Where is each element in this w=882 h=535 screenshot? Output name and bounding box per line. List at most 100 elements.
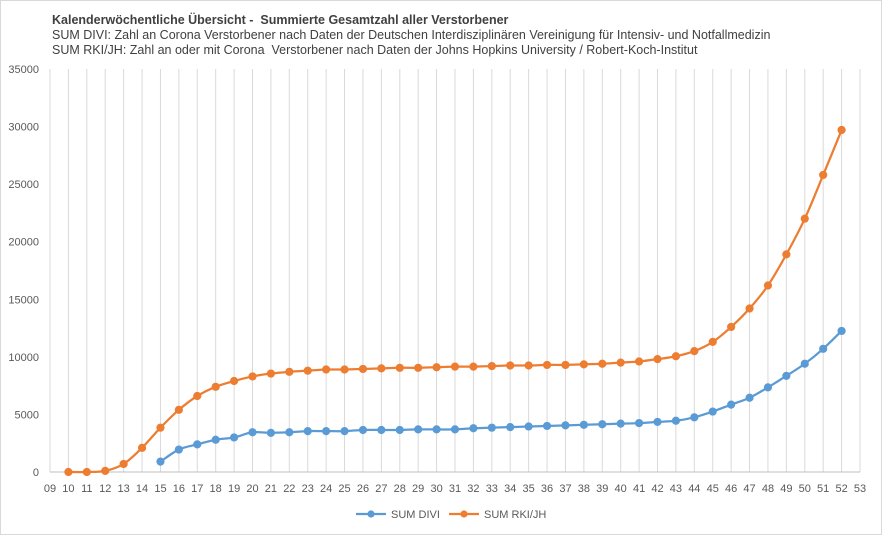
data-point (156, 457, 165, 466)
x-tick-label: 20 (246, 483, 258, 495)
x-tick-label: 37 (559, 483, 571, 495)
data-point (506, 361, 515, 370)
x-tick-label: 24 (320, 483, 332, 495)
chart-subtitle-divi: SUM DIVI: Zahl an Corona Verstorbener na… (52, 28, 771, 42)
data-point (395, 363, 404, 372)
data-point (506, 422, 515, 432)
chart-title: Kalenderwöchentliche Übersicht - Summier… (52, 13, 509, 27)
data-point (248, 428, 257, 437)
data-point (469, 362, 478, 371)
data-point (598, 420, 607, 429)
data-point (561, 421, 570, 430)
x-tick-label: 25 (338, 483, 350, 495)
data-point (837, 326, 846, 336)
x-tick-label: 41 (633, 483, 645, 495)
x-tick-label: 09 (44, 483, 56, 495)
data-point (819, 344, 828, 353)
x-tick-label: 32 (467, 483, 479, 495)
data-point (708, 337, 717, 346)
x-tick-label: 34 (504, 483, 516, 495)
x-tick-label: 47 (743, 483, 755, 495)
x-tick-label: 44 (688, 483, 700, 495)
x-tick-label: 46 (725, 483, 737, 495)
series-line-sum-divi (159, 330, 843, 463)
data-point (377, 364, 386, 373)
data-point (800, 214, 809, 223)
data-point (671, 352, 681, 361)
x-tick-label: 38 (578, 483, 590, 495)
data-point (634, 357, 644, 366)
data-point (174, 445, 183, 454)
data-point (469, 424, 478, 433)
x-tick-label: 40 (615, 483, 627, 495)
x-tick-label: 10 (62, 483, 74, 495)
data-point (524, 361, 533, 370)
x-tick-label: 42 (651, 483, 663, 495)
data-point (579, 360, 588, 369)
x-tick-label: 28 (394, 483, 406, 495)
data-point (671, 416, 681, 425)
data-point (340, 365, 349, 374)
data-point (432, 425, 441, 434)
chart-title-block: Kalenderwöchentliche Übersicht - Summier… (52, 13, 770, 58)
data-point (303, 427, 312, 436)
x-tick-label: 15 (154, 483, 166, 495)
x-tick-label: 39 (596, 483, 608, 495)
data-point (616, 419, 625, 428)
data-point (819, 170, 828, 180)
data-point (358, 364, 368, 374)
x-tick-label: 30 (430, 483, 442, 495)
data-point (358, 425, 368, 435)
data-point (524, 422, 533, 431)
data-point (414, 425, 423, 434)
x-tick-label: 22 (283, 483, 295, 495)
data-point (229, 376, 239, 386)
data-point (211, 435, 220, 444)
x-tick-label: 52 (835, 483, 847, 495)
x-tick-label: 14 (136, 483, 148, 495)
data-point (82, 467, 91, 477)
data-point (763, 281, 773, 290)
x-tick-label: 11 (81, 483, 92, 495)
data-point (322, 365, 331, 374)
legend-swatch-marker (367, 510, 375, 518)
x-tick-label: 23 (302, 483, 314, 495)
data-point (322, 427, 331, 436)
data-point (616, 358, 625, 367)
data-point (745, 393, 754, 402)
data-point (266, 369, 276, 378)
x-tick-label: 16 (173, 483, 185, 495)
x-tick-label: 48 (762, 483, 774, 495)
data-point (727, 400, 736, 409)
data-point (64, 467, 73, 477)
data-point (782, 250, 791, 259)
data-point (487, 423, 496, 432)
y-tick-label: 10000 (8, 352, 39, 364)
x-tick-label: 35 (523, 483, 535, 495)
data-point (542, 421, 552, 431)
y-tick-label: 25000 (8, 179, 39, 191)
data-point (487, 361, 496, 371)
x-tick-label: 12 (99, 483, 111, 495)
x-tick-label: 36 (541, 483, 553, 495)
x-tick-label: 45 (707, 483, 719, 495)
data-point (248, 372, 257, 381)
x-tick-label: 43 (670, 483, 682, 495)
x-tick-label: 17 (191, 483, 203, 495)
data-point (137, 443, 147, 452)
data-point (450, 362, 460, 371)
x-tick-label: 18 (210, 483, 222, 495)
data-point (432, 363, 441, 372)
chart-subtitle-rki: SUM RKI/JH: Zahl an oder mit Corona Vers… (52, 43, 698, 57)
data-point (561, 360, 570, 370)
data-point (653, 355, 662, 364)
data-point (285, 428, 294, 437)
legend-swatch-marker (460, 510, 468, 518)
data-point (690, 413, 699, 422)
data-point (800, 359, 809, 368)
y-tick-label: 20000 (8, 237, 39, 249)
data-point (708, 407, 717, 416)
data-point (653, 417, 662, 427)
y-tick-label: 15000 (8, 294, 39, 306)
data-point (266, 428, 276, 437)
